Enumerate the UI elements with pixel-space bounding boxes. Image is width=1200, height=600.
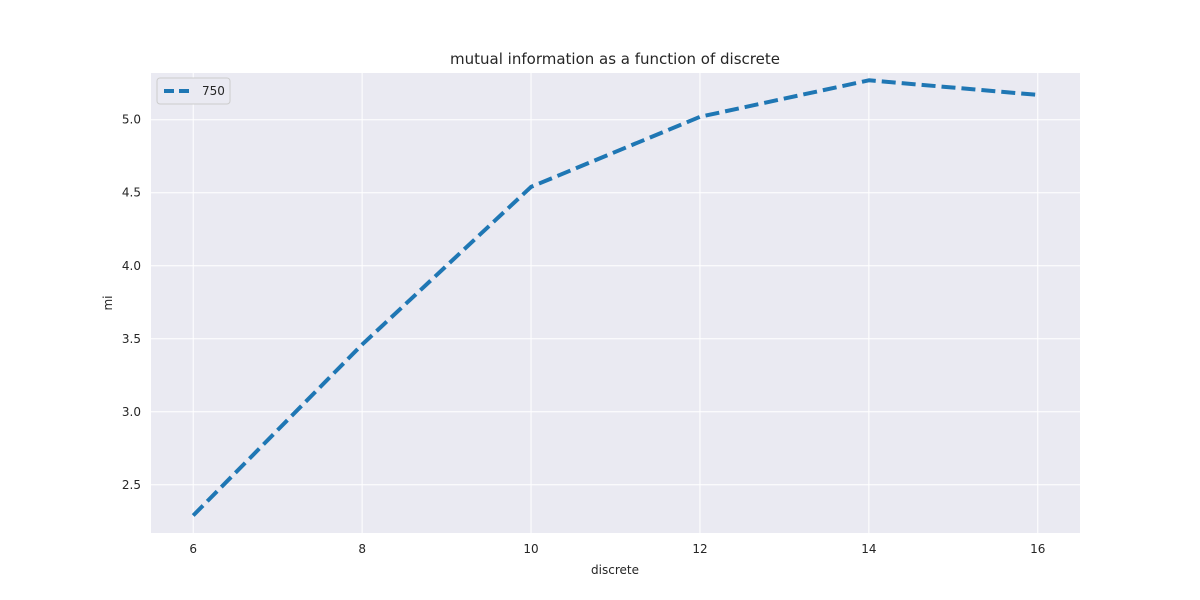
y-tick-label: 4.0 (122, 259, 141, 273)
x-tick-label: 14 (861, 542, 876, 556)
y-tick-label: 2.5 (122, 478, 141, 492)
y-tick-label: 4.5 (122, 186, 141, 200)
x-axis-ticks: 6 8 10 12 14 16 (189, 542, 1045, 556)
y-tick-label: 5.0 (122, 113, 141, 127)
grid (151, 73, 1080, 533)
series-line-750 (191, 78, 1038, 517)
x-tick-label: 12 (692, 542, 707, 556)
x-axis-title: discrete (591, 563, 639, 577)
legend-label-750: 750 (202, 84, 225, 98)
plot-area (151, 73, 1080, 533)
y-tick-label: 3.5 (122, 332, 141, 346)
x-tick-label: 6 (189, 542, 197, 556)
y-axis-title: mi (101, 295, 115, 310)
y-axis-ticks: 2.5 3.0 3.5 4.0 4.5 5.0 (122, 113, 141, 492)
chart-title: mutual information as a function of disc… (450, 50, 780, 68)
series-layer (191, 78, 1038, 517)
x-tick-label: 10 (523, 542, 538, 556)
legend-box (156, 77, 231, 105)
x-tick-label: 8 (358, 542, 366, 556)
legend: 750 (156, 77, 231, 105)
y-tick-label: 3.0 (122, 405, 141, 419)
x-tick-label: 16 (1030, 542, 1045, 556)
